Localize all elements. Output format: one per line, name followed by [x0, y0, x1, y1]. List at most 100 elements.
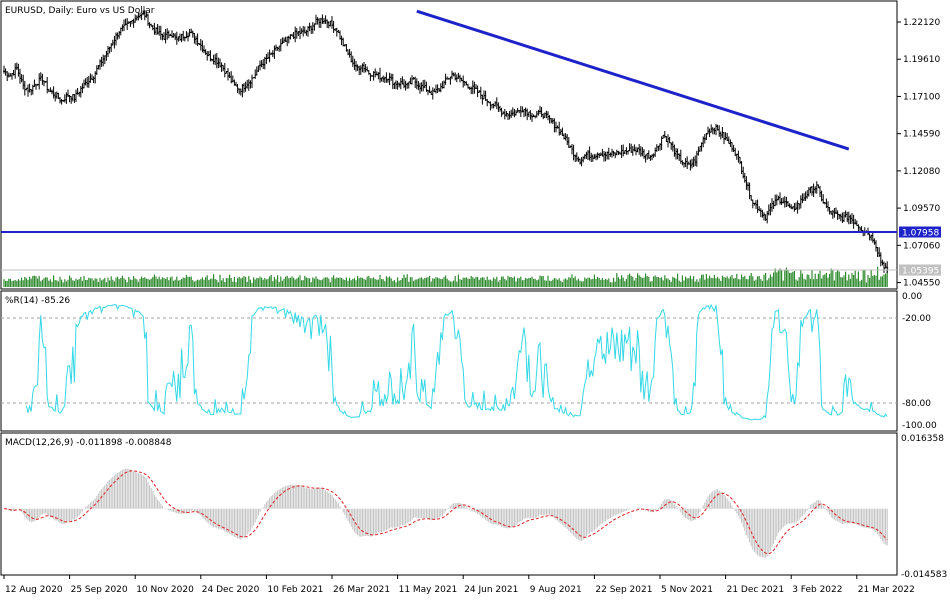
volume-bar: [315, 276, 317, 287]
time-tick-label: 24 Jun 2021: [464, 585, 518, 595]
volume-bar: [40, 281, 42, 287]
volume-bar: [305, 277, 307, 287]
volume-bar: [518, 278, 520, 287]
volume-bar: [197, 279, 199, 287]
volume-bar: [585, 278, 587, 287]
volume-bar: [93, 280, 95, 287]
time-tick-label: 5 Nov 2021: [661, 585, 713, 595]
volume-bar: [390, 278, 392, 287]
volume-bar: [259, 276, 261, 287]
volume-bar: [307, 278, 309, 287]
volume-bar: [341, 277, 343, 287]
volume-bar: [424, 277, 426, 287]
volume-bar: [147, 278, 149, 287]
volume-bar: [560, 280, 562, 287]
volume-bar: [838, 271, 840, 287]
volume-bar: [45, 277, 47, 287]
volume-bar: [707, 278, 709, 287]
volume-bar: [331, 277, 333, 287]
volume-bar: [609, 282, 611, 287]
volume-bar: [843, 275, 845, 287]
volume-bar: [275, 279, 277, 287]
volume-bar: [846, 280, 848, 287]
volume-bar: [421, 277, 423, 287]
volume-bar: [878, 279, 880, 287]
volume-bar: [429, 275, 431, 287]
volume-bar: [361, 277, 363, 287]
volume-bar: [625, 279, 627, 287]
volume-bar: [792, 271, 794, 287]
volume-bar: [445, 275, 447, 287]
volume-bar: [766, 280, 768, 287]
price-tick-label: 1.19610: [903, 55, 940, 65]
volume-bar: [661, 277, 663, 287]
volume-bar: [654, 275, 656, 287]
volume-bar: [152, 277, 154, 287]
volume-bar: [171, 276, 173, 287]
volume-bar: [731, 274, 733, 287]
volume-bar: [253, 277, 255, 287]
volume-bar: [389, 276, 391, 287]
volume-bar: [173, 280, 175, 287]
volume-bar: [83, 275, 85, 287]
volume-bar: [185, 275, 187, 287]
volume-bar: [168, 280, 170, 287]
volume-bar: [433, 278, 435, 287]
volume-bar: [485, 280, 487, 287]
volume-bar: [144, 277, 146, 287]
volume-bar: [606, 279, 608, 287]
volume-bar: [870, 269, 872, 287]
volume-bar: [549, 280, 551, 287]
volume-bar: [859, 281, 861, 287]
volume-bar: [825, 272, 827, 287]
volume-bar: [139, 278, 141, 287]
volume-bar: [278, 281, 280, 287]
volume-bar: [240, 278, 242, 287]
volume-bar: [717, 276, 719, 287]
volume-bar: [742, 277, 744, 287]
volume-bar: [249, 279, 251, 287]
volume-bar: [536, 280, 538, 287]
volume-bar: [401, 278, 403, 287]
volume-bar: [473, 278, 475, 287]
volume-bar: [616, 273, 618, 287]
volume-bar: [72, 280, 74, 287]
volume-bar: [169, 277, 171, 287]
volume-bar: [806, 274, 808, 287]
time-tick-label: 21 Mar 2022: [858, 585, 915, 595]
volume-bar: [669, 279, 671, 287]
volume-bar: [835, 271, 837, 287]
volume-bar: [368, 275, 370, 287]
volume-bar: [653, 276, 655, 287]
volume-bar: [193, 281, 195, 287]
volume-bar: [696, 279, 698, 287]
volume-bar: [288, 278, 290, 287]
volume-bar: [321, 279, 323, 287]
volume-bar: [523, 279, 525, 287]
volume-bar: [872, 275, 874, 287]
volume-bar: [195, 280, 197, 287]
volume-bar: [813, 279, 815, 287]
current-price-badge: 1.05395: [899, 264, 941, 277]
volume-bar: [768, 278, 770, 287]
volume-bar: [555, 278, 557, 287]
volume-bar: [200, 279, 202, 287]
volume-bar: [205, 277, 207, 287]
volume-bar: [614, 281, 616, 287]
volume-bar: [161, 277, 163, 287]
volume-bar: [601, 277, 603, 287]
volume-bar: [129, 279, 131, 287]
volume-bar: [149, 279, 151, 287]
volume-bar: [77, 279, 79, 287]
volume-bar: [664, 275, 666, 287]
volume-bar: [366, 276, 368, 287]
volume-bar: [773, 272, 775, 287]
volume-bar: [153, 274, 155, 287]
price-panel: [0, 0, 898, 290]
volume-bar: [454, 276, 456, 287]
volume-bar: [741, 274, 743, 287]
volume-bar: [558, 278, 560, 287]
volume-bar: [413, 281, 415, 287]
volume-bar: [529, 277, 531, 287]
volume-bar: [499, 279, 501, 287]
